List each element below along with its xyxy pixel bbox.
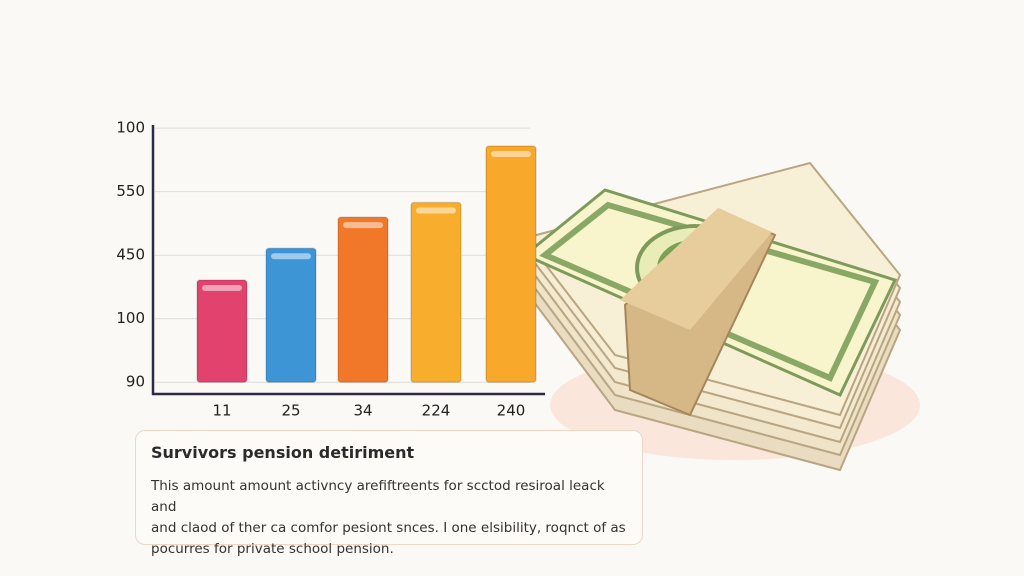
bar [410, 201, 462, 383]
note-line: This amount amount activncy arefiftreent… [151, 478, 605, 515]
bar [485, 145, 537, 383]
bar [196, 279, 248, 383]
y-tick-label: 450 [116, 246, 145, 264]
bar-highlight [271, 253, 311, 260]
x-tick-label: 34 [353, 402, 372, 420]
note-line: pocurres for private school pension. [151, 541, 394, 557]
bar-highlight [491, 150, 531, 157]
bar-highlight [343, 222, 383, 229]
money-illustration: $ [522, 161, 920, 472]
note-text: This amount amount activncy arefiftreent… [151, 476, 627, 560]
y-tick-label: 100 [116, 309, 145, 327]
note-title: Survivors pension detiriment [151, 443, 415, 462]
x-tick-label: 11 [212, 402, 231, 420]
bar [265, 247, 317, 383]
y-tick-label: 90 [126, 373, 145, 391]
y-tick-label: 100 [116, 119, 145, 137]
bar [337, 216, 389, 383]
bar-highlight [416, 207, 456, 214]
note-line: and claod of ther ca comfor pesiont snce… [151, 520, 626, 536]
x-tick-label: 240 [497, 402, 526, 420]
note-box: Survivors pension detiriment This amount… [135, 430, 643, 557]
bar-highlight [202, 284, 242, 291]
y-tick-label: 550 [116, 182, 145, 200]
x-tick-label: 25 [281, 402, 300, 420]
x-tick-label: 224 [422, 402, 451, 420]
